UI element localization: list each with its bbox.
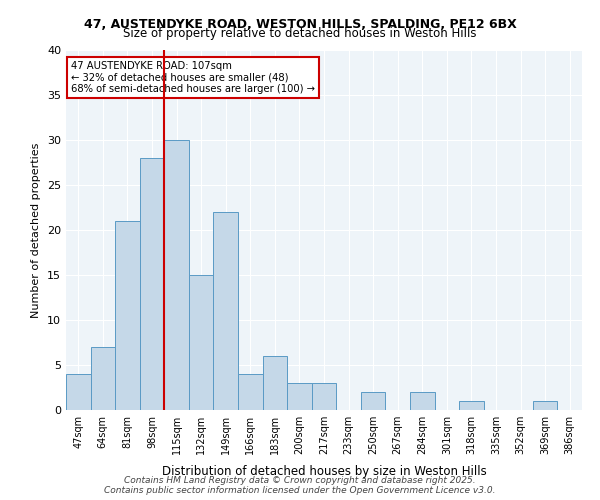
- X-axis label: Distribution of detached houses by size in Weston Hills: Distribution of detached houses by size …: [161, 466, 487, 478]
- Bar: [66, 374, 91, 410]
- Text: Contains HM Land Registry data © Crown copyright and database right 2025.
Contai: Contains HM Land Registry data © Crown c…: [104, 476, 496, 495]
- Bar: [312, 383, 336, 410]
- Bar: [287, 383, 312, 410]
- Bar: [164, 140, 189, 410]
- Bar: [214, 212, 238, 410]
- Bar: [533, 401, 557, 410]
- Bar: [410, 392, 434, 410]
- Text: Size of property relative to detached houses in Weston Hills: Size of property relative to detached ho…: [123, 28, 477, 40]
- Bar: [189, 275, 214, 410]
- Bar: [459, 401, 484, 410]
- Bar: [91, 347, 115, 410]
- Text: 47, AUSTENDYKE ROAD, WESTON HILLS, SPALDING, PE12 6BX: 47, AUSTENDYKE ROAD, WESTON HILLS, SPALD…: [83, 18, 517, 30]
- Y-axis label: Number of detached properties: Number of detached properties: [31, 142, 41, 318]
- Text: 47 AUSTENDYKE ROAD: 107sqm
← 32% of detached houses are smaller (48)
68% of semi: 47 AUSTENDYKE ROAD: 107sqm ← 32% of deta…: [71, 61, 315, 94]
- Bar: [361, 392, 385, 410]
- Bar: [238, 374, 263, 410]
- Bar: [140, 158, 164, 410]
- Bar: [115, 221, 140, 410]
- Bar: [263, 356, 287, 410]
